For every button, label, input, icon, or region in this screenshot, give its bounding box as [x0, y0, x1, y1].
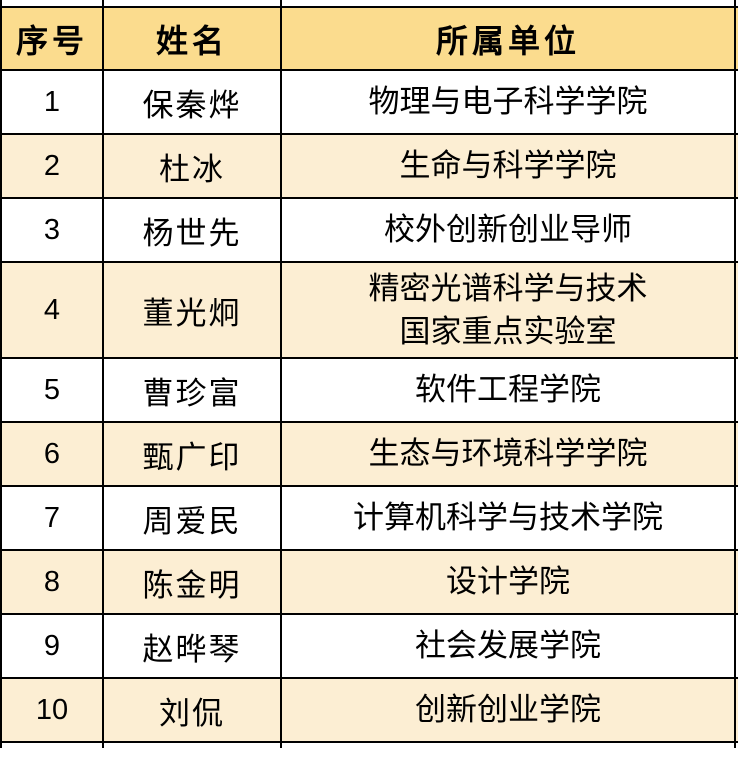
table-row: 3 杨世先 校外创新创业导师: [0, 197, 738, 263]
table-row: 4 董光炯 精密光谱科学与技术 国家重点实验室: [0, 261, 738, 359]
cell-unit: 软件工程学院: [280, 357, 736, 423]
cell-name: 杜冰: [102, 133, 282, 199]
table-row: 7 周爱民 计算机科学与技术学院: [0, 485, 738, 551]
table-row: 1 保秦烨 物理与电子科学学院: [0, 69, 738, 135]
cell-name: 周爱民: [102, 485, 282, 551]
table-row: 6 甄广印 生态与环境科学学院: [0, 421, 738, 487]
cell-index: 9: [0, 613, 104, 679]
partial-cell: [280, 741, 736, 748]
col-header-name: 姓名: [102, 6, 282, 71]
cell-stub: [734, 485, 738, 551]
cell-name: 刘侃: [102, 677, 282, 743]
cell-index: 10: [0, 677, 104, 743]
cell-index: 1: [0, 69, 104, 135]
partial-cell: [0, 0, 104, 8]
col-header-stub: [734, 6, 738, 71]
cell-stub: [734, 677, 738, 743]
cell-index: 4: [0, 261, 104, 359]
cell-unit: 生命与科学学院: [280, 133, 736, 199]
table-row: 8 陈金明 设计学院: [0, 549, 738, 615]
cell-index: 2: [0, 133, 104, 199]
cell-name: 赵晔琴: [102, 613, 282, 679]
partial-cell: [102, 741, 282, 748]
cell-unit: 校外创新创业导师: [280, 197, 736, 263]
cell-name: 曹珍富: [102, 357, 282, 423]
header-row: 序号 姓名 所属单位: [0, 6, 738, 71]
cell-index: 7: [0, 485, 104, 551]
cell-name: 保秦烨: [102, 69, 282, 135]
cell-unit: 社会发展学院: [280, 613, 736, 679]
cell-name: 杨世先: [102, 197, 282, 263]
cell-name: 甄广印: [102, 421, 282, 487]
cell-stub: [734, 69, 738, 135]
partial-cell: [734, 741, 738, 748]
table-row: 9 赵晔琴 社会发展学院: [0, 613, 738, 679]
partial-cell: [280, 0, 736, 8]
col-header-index: 序号: [0, 6, 104, 71]
cell-index: 6: [0, 421, 104, 487]
table-row: 2 杜冰 生命与科学学院: [0, 133, 738, 199]
col-header-unit: 所属单位: [280, 6, 736, 71]
cell-unit: 创新创业学院: [280, 677, 736, 743]
cell-index: 5: [0, 357, 104, 423]
partial-cell: [0, 741, 104, 748]
partial-cell: [102, 0, 282, 8]
cell-stub: [734, 613, 738, 679]
cell-unit: 精密光谱科学与技术 国家重点实验室: [280, 261, 736, 359]
cell-unit: 计算机科学与技术学院: [280, 485, 736, 551]
cell-stub: [734, 261, 738, 359]
partial-cell: [734, 0, 738, 8]
cell-stub: [734, 421, 738, 487]
cell-index: 8: [0, 549, 104, 615]
cell-stub: [734, 549, 738, 615]
table-row: 10 刘侃 创新创业学院: [0, 677, 738, 743]
table-row: 5 曹珍富 软件工程学院: [0, 357, 738, 423]
cell-unit: 设计学院: [280, 549, 736, 615]
cell-stub: [734, 197, 738, 263]
cell-unit: 物理与电子科学学院: [280, 69, 736, 135]
partial-row-top: [0, 0, 738, 8]
cell-name: 董光炯: [102, 261, 282, 359]
cell-name: 陈金明: [102, 549, 282, 615]
cell-unit: 生态与环境科学学院: [280, 421, 736, 487]
partial-row-bottom: [0, 741, 738, 748]
cell-stub: [734, 357, 738, 423]
cell-index: 3: [0, 197, 104, 263]
table-body: 1 保秦烨 物理与电子科学学院 2 杜冰 生命与科学学院 3 杨世先 校外创新创…: [0, 69, 738, 743]
roster-table: 序号 姓名 所属单位 1 保秦烨 物理与电子科学学院 2 杜冰 生命与科学学院 …: [0, 0, 738, 748]
cell-stub: [734, 133, 738, 199]
